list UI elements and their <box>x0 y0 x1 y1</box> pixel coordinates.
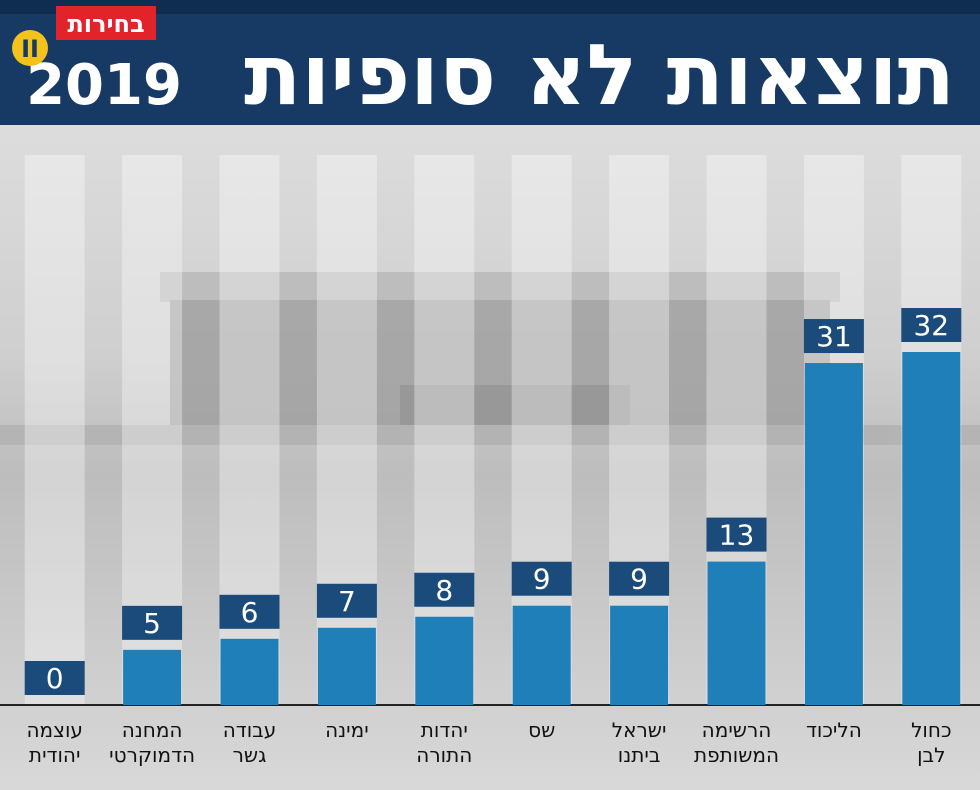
bar <box>512 605 571 705</box>
x-tick-label: כחול <box>911 718 951 742</box>
value-label: 13 <box>719 519 755 552</box>
bar <box>707 561 766 705</box>
value-label-box <box>122 605 183 640</box>
value-label: 6 <box>241 596 259 629</box>
x-tick-label: הליכוד <box>806 718 862 742</box>
x-tick-label: עוצמה <box>26 718 82 742</box>
bar <box>317 627 376 705</box>
x-tick-label: עבודה <box>223 718 277 742</box>
header-top <box>0 0 980 14</box>
value-label-box <box>511 561 572 596</box>
logo-circle <box>12 30 48 66</box>
x-tick-label: המשותפת <box>694 743 779 767</box>
x-tick-label: גשר <box>233 743 267 767</box>
value-label: 9 <box>533 563 551 596</box>
value-label-box <box>803 319 864 354</box>
building <box>0 272 980 445</box>
value-label-box <box>706 517 767 552</box>
bar <box>902 352 961 705</box>
title: תוצאות לא סופיות <box>244 26 955 124</box>
logo-year: 2019 <box>26 53 182 118</box>
x-tick-label: ביתנו <box>618 743 661 767</box>
stripe <box>414 155 475 705</box>
value-label: 5 <box>143 607 161 640</box>
x-tick-label: הרשימה <box>702 718 772 742</box>
bar <box>220 638 279 705</box>
logo-badge <box>56 6 156 40</box>
value-label: 9 <box>630 563 648 596</box>
x-tick-label: יהדות <box>421 718 468 742</box>
value-label-box <box>901 308 962 342</box>
x-tick-label: ימינה <box>325 718 369 742</box>
value-label-box <box>414 572 475 607</box>
value-label: 7 <box>338 585 356 618</box>
value-label: 8 <box>435 574 453 607</box>
value-label-box <box>609 561 670 596</box>
value-label-box <box>219 594 280 629</box>
x-tick-label: לבן <box>917 743 945 767</box>
logo-edition: II <box>21 35 39 63</box>
x-tick-label: יהודית <box>29 743 81 767</box>
value-label: 0 <box>46 662 64 695</box>
x-tick-label: התורה <box>416 743 472 767</box>
bar <box>415 616 474 705</box>
bar <box>610 605 669 705</box>
header-band <box>0 0 980 125</box>
value-label: 32 <box>913 309 949 342</box>
x-tick-label: ישראל <box>612 718 667 742</box>
x-tick-label: המחנה <box>122 718 183 742</box>
value-label-box <box>24 661 85 695</box>
value-label: 31 <box>816 320 852 353</box>
x-tick-label: שס <box>528 718 555 742</box>
bar <box>123 649 182 705</box>
stripe <box>24 155 85 705</box>
value-label-box <box>316 583 377 618</box>
logo-text: בחירות <box>67 10 144 38</box>
stripe <box>316 155 377 705</box>
bar <box>804 363 863 705</box>
x-tick-label: הדמוקרטי <box>109 743 195 767</box>
